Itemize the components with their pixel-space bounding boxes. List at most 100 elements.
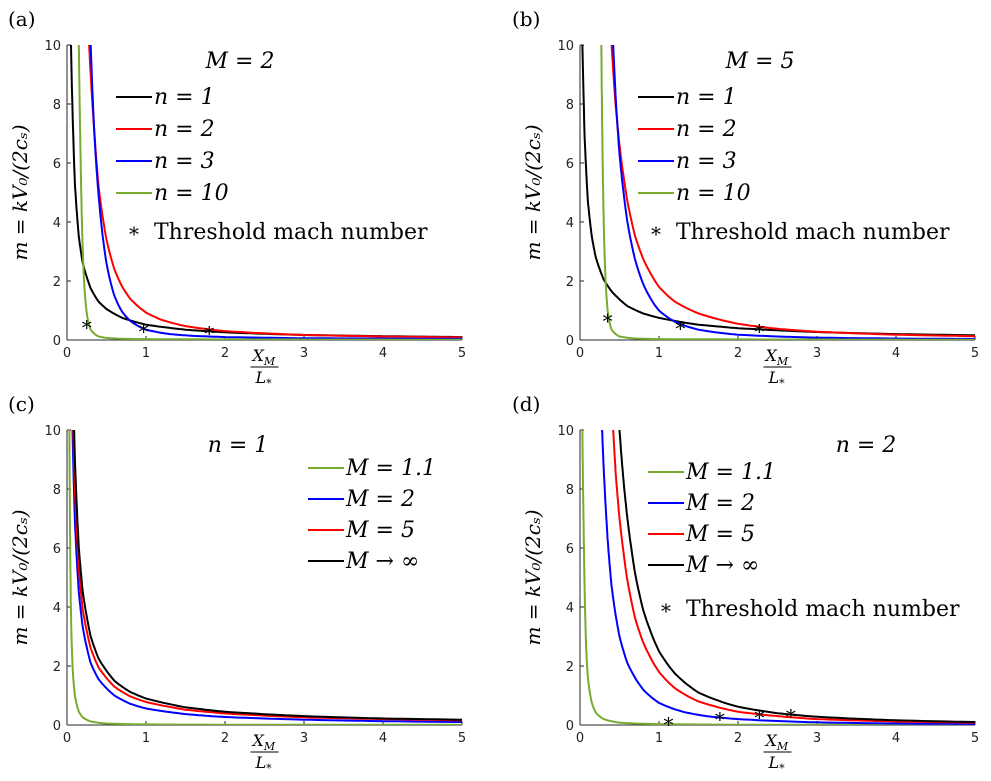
x-axis-label-denominator: L*	[768, 368, 786, 390]
legend-entry: M = 2	[685, 491, 755, 516]
x-axis-label-denominator: L*	[768, 753, 786, 775]
threshold-marker: *	[754, 706, 764, 730]
x-tick-label: 1	[142, 346, 150, 361]
y-tick-label: 10	[557, 39, 574, 54]
x-tick-label: 2	[221, 346, 229, 361]
y-tick-label: 6	[53, 157, 61, 172]
x-axis-label-denominator: L*	[255, 753, 273, 775]
data-area	[68, 430, 462, 725]
y-tick-label: 10	[44, 39, 61, 54]
x-tick-label: 3	[813, 731, 821, 746]
y-tick-label: 0	[566, 719, 574, 734]
y-tick-label: 6	[566, 157, 574, 172]
y-tick-label: 6	[566, 542, 574, 557]
chart-panel-c: 0 1 2 3 4 5 0 2 4 6 8 10 (c) m = kV₀/(2cₛ) XML* n = 1 M …	[8, 392, 466, 775]
threshold-marker: *	[675, 316, 685, 340]
legend: n = 1 n = 2 n = 3 n = 10 * Threshold mach num…	[638, 85, 950, 246]
legend-entry: n = 3	[676, 149, 737, 174]
y-tick-label: 8	[53, 98, 61, 113]
x-tick-label: 5	[458, 346, 466, 361]
threshold-marker: *	[603, 309, 613, 333]
data-area	[70, 45, 462, 340]
chart-title: n = 1	[208, 433, 269, 458]
y-tick-label: 10	[44, 424, 61, 439]
data-area	[581, 430, 975, 725]
series-line-3	[612, 430, 975, 724]
series-line-3	[72, 430, 462, 722]
panel-label: (c)	[8, 392, 35, 416]
y-tick-label: 2	[566, 275, 574, 290]
series-line-2	[88, 45, 462, 339]
y-axis-label: m = kV₀/(2cₛ)	[8, 509, 32, 645]
series-line-4	[618, 430, 975, 723]
legend-entry: n = 2	[676, 117, 737, 142]
x-tick-label: 2	[734, 346, 742, 361]
x-tick-label: 4	[892, 346, 900, 361]
y-tick-label: 4	[53, 601, 61, 616]
legend-entry: n = 10	[676, 181, 751, 206]
threshold-marker: *	[754, 319, 764, 343]
y-tick-label: 0	[53, 719, 61, 734]
x-tick-label: 4	[892, 731, 900, 746]
legend-threshold-label: Threshold mach number	[686, 597, 960, 622]
threshold-marker: *	[663, 713, 673, 737]
y-tick-label: 0	[566, 334, 574, 349]
y-tick-label: 4	[566, 216, 574, 231]
series-line-3	[89, 45, 462, 340]
x-axis-label-numerator: XM	[764, 731, 789, 753]
legend: M = 1.1 M = 2 M = 5 M → ∞	[308, 456, 436, 574]
x-tick-label: 4	[379, 346, 387, 361]
legend-entry: M = 5	[345, 518, 415, 543]
legend-entry: M = 5	[685, 522, 755, 547]
series-line-1	[68, 430, 462, 725]
legend: n = 1 n = 2 n = 3 n = 10 * Threshold mach num…	[116, 85, 428, 246]
chart-panel-a: 0 1 2 3 4 5 0 2 4 6 8 10 (a) m = kV₀/(2cₛ) XML* * * * M = …	[8, 7, 466, 390]
x-tick-label: 5	[971, 346, 979, 361]
threshold-marker: *	[786, 704, 796, 728]
legend-entry: M → ∞	[685, 553, 759, 578]
legend-threshold-label: Threshold mach number	[676, 220, 950, 245]
y-tick-label: 2	[53, 660, 61, 675]
x-tick-label: 0	[576, 346, 584, 361]
chart-title: n = 2	[836, 433, 897, 458]
legend-entry: M = 2	[345, 487, 415, 512]
series-line-2	[71, 430, 462, 723]
legend-entry: n = 10	[154, 181, 229, 206]
legend-entry: n = 1	[154, 85, 215, 110]
x-tick-label: 2	[221, 731, 229, 746]
series-line-1	[581, 45, 975, 337]
panel-label: (d)	[512, 392, 540, 416]
y-tick-label: 8	[566, 483, 574, 498]
x-tick-label: 4	[379, 731, 387, 746]
x-tick-label: 3	[300, 731, 308, 746]
x-tick-label: 0	[576, 731, 584, 746]
x-tick-label: 1	[142, 731, 150, 746]
y-axis-label: m = kV₀/(2cₛ)	[521, 509, 545, 645]
x-axis-label-numerator: XM	[251, 731, 276, 753]
chart-panel-d: 0 1 2 3 4 5 0 2 4 6 8 10 (d) m = kV₀/(2cₛ) XML* * * * * n =…	[512, 392, 979, 775]
series-line-1	[581, 430, 975, 725]
panel-label: (a)	[8, 7, 36, 31]
y-tick-label: 4	[53, 216, 61, 231]
series-line-4	[600, 45, 975, 340]
y-axis-label: m = kV₀/(2cₛ)	[8, 124, 32, 260]
series-line-2	[601, 430, 975, 725]
y-tick-label: 4	[566, 601, 574, 616]
legend-threshold-symbol: *	[651, 222, 661, 246]
x-axis-label-denominator: L*	[255, 368, 273, 390]
y-tick-label: 0	[53, 334, 61, 349]
legend-entry: M → ∞	[345, 549, 419, 574]
series-line-4	[77, 45, 462, 340]
x-axis-label-numerator: XM	[251, 346, 276, 368]
series-line-4	[73, 430, 462, 721]
y-tick-label: 2	[566, 660, 574, 675]
threshold-marker: *	[82, 316, 92, 340]
x-tick-label: 0	[63, 346, 71, 361]
data-area	[581, 45, 975, 340]
x-tick-label: 0	[63, 731, 71, 746]
x-tick-label: 1	[655, 346, 663, 361]
y-axis-label: m = kV₀/(2cₛ)	[521, 124, 545, 260]
x-axis-label-numerator: XM	[764, 346, 789, 368]
x-tick-label: 3	[300, 346, 308, 361]
legend-entry: M = 1.1	[685, 460, 776, 485]
